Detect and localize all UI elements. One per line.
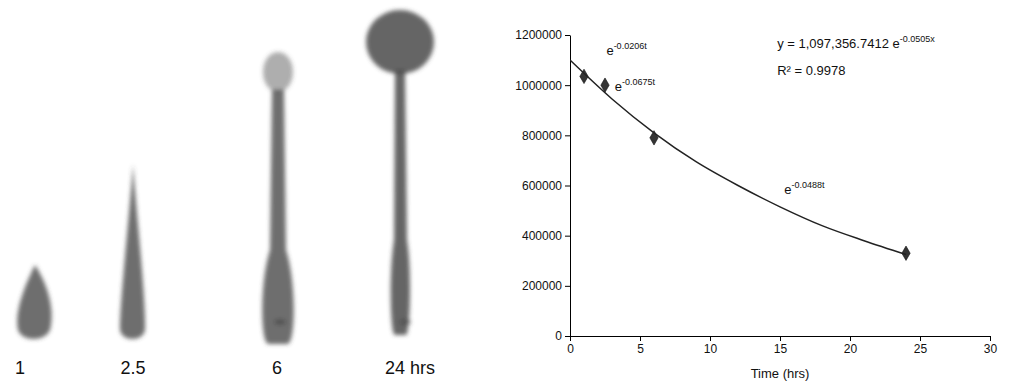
y-tick-label: 600000 — [522, 179, 562, 193]
fit-curve — [570, 60, 906, 254]
x-tick-mark — [780, 336, 781, 341]
y-tick-label: 400000 — [522, 229, 562, 243]
annotation-text: R² = 0.9978 — [777, 63, 845, 78]
annotation: R² = 0.9978 — [777, 63, 845, 78]
x-tick-label: 5 — [637, 342, 644, 356]
y-tick-mark — [565, 35, 570, 36]
y-tick-mark — [565, 135, 570, 136]
y-tick: 1000000 — [515, 79, 570, 93]
blot-image — [17, 10, 434, 344]
annotations: e-0.0206te-0.0675te-0.0488ty = 1,097,356… — [606, 34, 935, 198]
x-tick-mark — [990, 336, 991, 341]
blot — [120, 165, 145, 339]
blot — [391, 70, 410, 335]
x-axis-title: Time (hrs) — [751, 366, 810, 381]
x-tick-mark — [570, 336, 571, 341]
annotation-superscript: -0.0488t — [791, 180, 825, 190]
x-tick: 0 — [567, 336, 574, 356]
y-tick-label: 1000000 — [515, 79, 562, 93]
lane-label: 24 hrs — [385, 358, 435, 378]
x-tick: 15 — [774, 336, 788, 356]
x-tick-label: 20 — [844, 342, 858, 356]
y-tick-mark — [565, 336, 570, 337]
x-tick-mark — [710, 336, 711, 341]
annotation-text: e — [615, 79, 622, 94]
x-tick: 20 — [844, 336, 858, 356]
x-tick-mark — [850, 336, 851, 341]
blot — [262, 90, 294, 344]
y-tick-label: 200000 — [522, 279, 562, 293]
y-tick-mark — [565, 286, 570, 287]
annotation: e-0.0488t — [784, 180, 825, 197]
annotation-superscript: -0.0505x — [900, 34, 936, 44]
y-tick: 400000 — [522, 229, 570, 243]
x-tick: 5 — [637, 336, 644, 356]
annotation-text: e — [606, 43, 613, 58]
y-tick-mark — [565, 85, 570, 86]
x-tick-label: 0 — [567, 342, 574, 356]
blot — [274, 319, 286, 325]
y-tick-label: 1200000 — [515, 28, 562, 42]
y-tick: 1200000 — [515, 28, 570, 42]
x-tick: 10 — [704, 336, 718, 356]
x-tick: 30 — [984, 336, 998, 356]
x-axis: 0 5 10 15 20 25 30 — [567, 336, 997, 356]
plot-area — [570, 60, 910, 260]
blot — [17, 265, 51, 339]
blot — [263, 52, 293, 92]
x-tick-label: 15 — [774, 342, 788, 356]
x-tick-label: 25 — [914, 342, 928, 356]
annotation-text: y = 1,097,356.7412 e — [777, 36, 900, 51]
blot — [399, 319, 411, 325]
y-tick: 0 — [555, 329, 570, 343]
y-tick-label: 0 — [555, 329, 562, 343]
annotation: e-0.0206t — [606, 41, 647, 58]
annotation-superscript: -0.0675t — [622, 77, 656, 87]
x-tick-mark — [640, 336, 641, 341]
x-tick-label: 10 — [704, 342, 718, 356]
annotation-superscript: -0.0206t — [614, 41, 648, 51]
lane-label: 2.5 — [120, 358, 145, 378]
y-tick: 600000 — [522, 179, 570, 193]
lane-label: 6 — [272, 358, 282, 378]
x-tick-mark — [920, 336, 921, 341]
y-axis: 0 200000 400000 600000 800000 1000000 1200000 — [515, 28, 570, 343]
y-tick: 200000 — [522, 279, 570, 293]
annotation: e-0.0675t — [615, 77, 656, 94]
y-tick-label: 800000 — [522, 129, 562, 143]
y-tick-mark — [565, 186, 570, 187]
y-tick-mark — [565, 236, 570, 237]
x-tick-label: 30 — [984, 342, 998, 356]
blot — [366, 10, 434, 74]
canvas: 1 2.5 6 24 hrs 0 5 10 15 20 25 30 0 200000 400000 6000… — [0, 0, 1024, 384]
y-axis-line — [570, 36, 571, 337]
y-tick: 800000 — [522, 129, 570, 143]
annotation-text: e — [784, 182, 791, 197]
annotation: y = 1,097,356.7412 e-0.0505x — [777, 34, 935, 51]
x-tick: 25 — [914, 336, 928, 356]
lane-label: 1 — [15, 358, 25, 378]
